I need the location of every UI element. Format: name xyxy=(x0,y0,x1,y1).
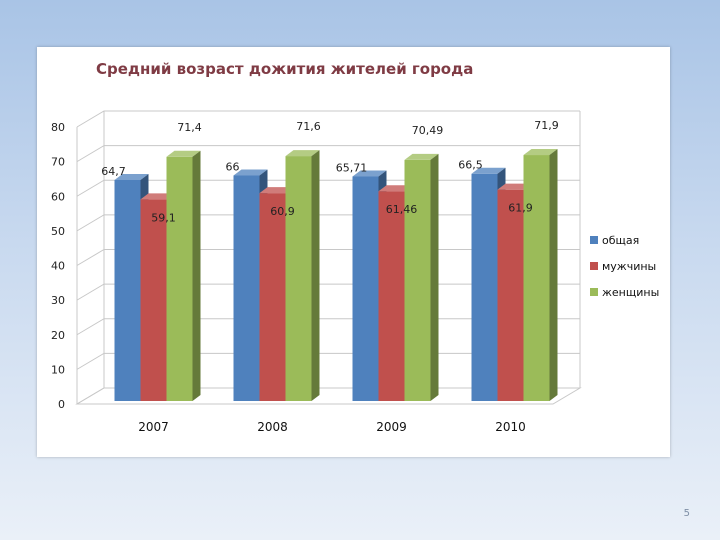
bar-top xyxy=(114,173,149,180)
bar-front xyxy=(497,189,524,401)
data-label: 66 xyxy=(226,160,240,173)
data-label: 71,9 xyxy=(534,119,559,132)
data-label: 59,1 xyxy=(151,211,176,224)
y-tick-label: 80 xyxy=(51,121,65,134)
bar-top xyxy=(285,150,320,157)
bar-front xyxy=(471,173,498,401)
data-label: 66,5 xyxy=(458,159,483,172)
bar-top xyxy=(378,185,413,192)
y-tick-label: 70 xyxy=(51,156,65,169)
bar-женщины-2007 xyxy=(166,150,201,401)
y-tick-label: 20 xyxy=(51,329,65,342)
bar-side xyxy=(192,150,201,401)
slide-number: 5 xyxy=(683,508,690,519)
bar-front xyxy=(523,155,550,401)
y-tick-label: 0 xyxy=(58,398,65,411)
bar-top xyxy=(233,169,268,176)
bar-top xyxy=(259,187,294,194)
gridline xyxy=(76,110,580,128)
bar-top xyxy=(352,170,387,177)
gridline xyxy=(76,145,580,163)
x-tick-label: 2010 xyxy=(495,420,526,434)
bar-front xyxy=(166,156,193,401)
data-label: 71,4 xyxy=(177,121,202,134)
data-label: 65,71 xyxy=(336,161,368,174)
bar-front xyxy=(285,156,312,401)
chart-floor xyxy=(75,387,582,405)
data-label: 61,9 xyxy=(508,202,533,215)
chart: Средний возраст дожития жителей города 0… xyxy=(51,60,659,434)
bar-top xyxy=(140,193,175,200)
bar-front xyxy=(114,179,141,401)
bar-front xyxy=(140,199,167,401)
data-label: 64,7 xyxy=(101,165,126,178)
y-tick-label: 30 xyxy=(51,294,65,307)
bar-top xyxy=(166,150,201,157)
legend-swatch xyxy=(590,236,598,244)
data-label: 61,46 xyxy=(386,203,418,216)
data-label: 70,49 xyxy=(412,124,444,137)
bar-top xyxy=(523,149,558,156)
y-tick-label: 10 xyxy=(51,363,65,376)
x-tick-label: 2007 xyxy=(138,420,169,434)
chart-panel: Средний возраст дожития жителей города 0… xyxy=(37,47,670,457)
bar-side xyxy=(311,150,320,401)
y-tick-label: 40 xyxy=(51,260,65,273)
bar-side xyxy=(549,149,558,401)
bar-front xyxy=(378,191,405,401)
x-tick-label: 2008 xyxy=(257,420,288,434)
legend-label: женщины xyxy=(602,286,659,299)
legend-label: мужчины xyxy=(602,260,656,273)
bar-front xyxy=(404,159,431,401)
x-tick-label: 2009 xyxy=(376,420,407,434)
bar-top xyxy=(404,153,439,160)
data-label: 71,6 xyxy=(296,120,321,133)
bar-side xyxy=(430,153,439,401)
bar-top xyxy=(497,183,532,190)
data-label: 60,9 xyxy=(270,205,295,218)
chart-title: Средний возраст дожития жителей города xyxy=(96,60,473,78)
bar-front xyxy=(259,193,286,401)
legend-swatch xyxy=(590,262,598,270)
legend-swatch xyxy=(590,288,598,296)
bar-женщины-2009 xyxy=(404,153,439,401)
bar-женщины-2010 xyxy=(523,149,558,401)
y-tick-label: 50 xyxy=(51,225,65,238)
y-tick-label: 60 xyxy=(51,190,65,203)
legend-label: общая xyxy=(602,234,639,247)
bar-женщины-2008 xyxy=(285,150,320,401)
bar-top xyxy=(471,167,506,174)
bar-front xyxy=(352,176,379,401)
bar-front xyxy=(233,175,260,401)
